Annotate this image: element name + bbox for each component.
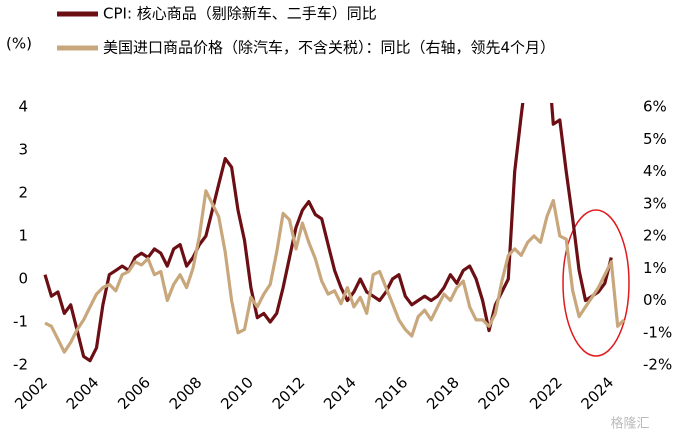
x-tick-label: 2024 xyxy=(578,373,618,413)
x-tick-label: 2012 xyxy=(269,373,309,413)
y-tick-label: 3 xyxy=(18,141,28,159)
watermark: 格隆汇 xyxy=(610,416,649,432)
plot-area xyxy=(43,103,626,363)
y-tick-label: -1 xyxy=(13,313,28,331)
y-tick-label: 0 xyxy=(18,270,28,288)
x-tick-label: 2006 xyxy=(114,373,154,413)
y-tick-label: -2 xyxy=(13,356,28,374)
highlight-ellipse xyxy=(562,209,630,357)
y2-tick-label: 1% xyxy=(643,259,667,277)
x-tick-label: 2022 xyxy=(526,373,566,413)
y2-tick-label: 2% xyxy=(643,227,667,245)
y-tick-label: 1 xyxy=(18,227,28,245)
x-tick-label: 2002 xyxy=(11,373,51,413)
y2-tick-label: 4% xyxy=(643,162,667,180)
y-tick-label: 2 xyxy=(18,184,28,202)
x-tick-label: 2014 xyxy=(320,373,360,413)
y2-tick-label: 6% xyxy=(643,98,667,116)
y-axis-label: (%) xyxy=(6,35,32,53)
x-tick-label: 2016 xyxy=(372,373,412,413)
series-line xyxy=(43,103,613,363)
legend-label: CPI: 核心商品（剔除新车、二手车）同比 xyxy=(103,5,377,23)
y2-tick-label: 0% xyxy=(643,291,667,309)
y2-tick-label: 3% xyxy=(643,194,667,212)
y2-tick-label: -1% xyxy=(643,323,672,341)
x-tick-label: 2018 xyxy=(423,373,463,413)
y-tick-label: 4 xyxy=(18,98,28,116)
x-tick-label: 2020 xyxy=(475,373,515,413)
x-tick-label: 2010 xyxy=(217,373,257,413)
y2-tick-label: 5% xyxy=(643,130,667,148)
y2-tick-label: -2% xyxy=(643,356,672,374)
x-tick-label: 2004 xyxy=(63,373,103,413)
x-tick-label: 2008 xyxy=(166,373,206,413)
series-line xyxy=(44,189,626,354)
legend-label: 美国进口商品价格（除汽车，不含关税）：同比（右轴，领先4个月） xyxy=(103,39,555,57)
